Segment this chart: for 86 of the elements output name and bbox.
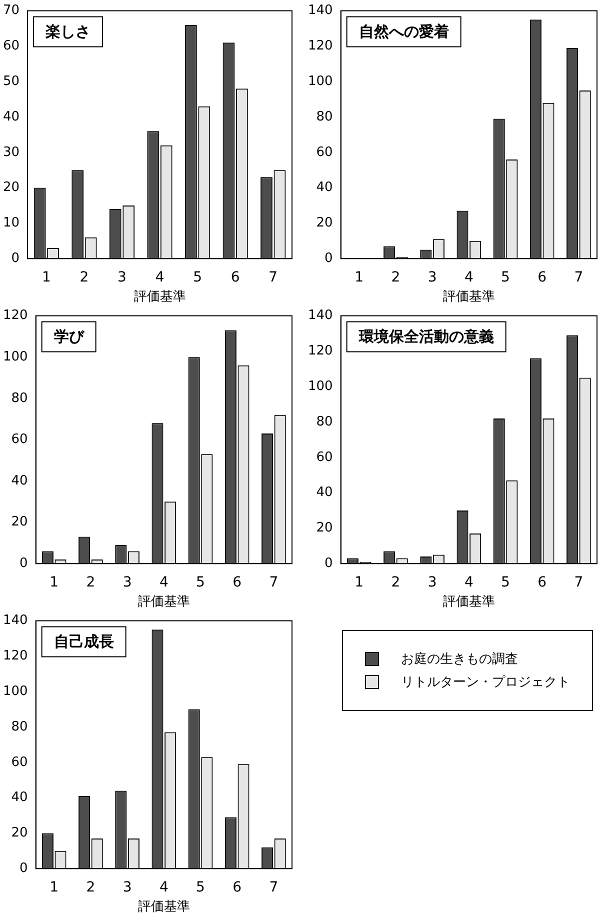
x-tick-label: 6: [538, 270, 547, 286]
x-tick-label: 4: [464, 270, 474, 286]
y-tick-label: 10: [2, 216, 20, 231]
y-tick-label: 60: [11, 432, 28, 448]
y-tick-label: 40: [316, 180, 333, 196]
y-tick-label: 120: [2, 308, 28, 324]
y-tick-label: 40: [11, 790, 28, 806]
x-axis-title: 評価基準: [138, 594, 190, 610]
y-tick-label: 20: [11, 826, 28, 841]
x-tick-label: 3: [118, 270, 126, 286]
x-tick-label: 6: [230, 270, 240, 286]
y-tick-label: 40: [2, 109, 20, 124]
y-tick-label: 100: [308, 378, 333, 394]
x-tick-label: 2: [86, 880, 96, 896]
x-tick-label: 1: [50, 574, 59, 591]
x-tick-label: 2: [391, 574, 400, 591]
x-tick-label: 5: [501, 574, 510, 591]
y-tick-label: 140: [2, 613, 28, 628]
text: 自己成長: [54, 632, 114, 651]
y-tick-label: 140: [308, 308, 333, 324]
y-tick-label: 120: [308, 344, 333, 359]
text: 自然への愛着: [358, 22, 449, 41]
x-tick-label: 5: [193, 270, 202, 286]
x-tick-label: 4: [155, 270, 164, 286]
y-tick-label: 120: [2, 648, 28, 664]
y-tick-label: 0: [20, 556, 28, 571]
text: 環境保全活動の意義: [358, 328, 494, 346]
y-tick-label: 40: [11, 473, 28, 488]
y-tick-label: 0: [324, 556, 333, 571]
x-axis-title: 評価基準: [134, 290, 186, 305]
text: 楽しさ: [44, 22, 91, 41]
y-tick-label: 20: [11, 514, 28, 530]
x-tick-label: 7: [269, 574, 278, 591]
y-tick-label: 60: [11, 754, 28, 770]
y-tick-label: 40: [316, 485, 333, 500]
x-tick-label: 1: [42, 270, 51, 286]
y-tick-label: 0: [324, 250, 333, 266]
y-tick-label: 20: [316, 216, 333, 231]
y-tick-label: 60: [2, 38, 20, 54]
y-tick-label: 100: [2, 349, 28, 364]
x-axis-title: 評価基準: [138, 900, 190, 915]
x-tick-label: 5: [501, 270, 510, 286]
y-tick-label: 140: [308, 3, 333, 18]
y-tick-label: 0: [20, 860, 28, 876]
x-tick-label: 1: [50, 880, 59, 896]
y-tick-label: 120: [308, 38, 333, 54]
x-tick-label: 1: [354, 270, 364, 286]
legend-label: リトルターン・プロジェクト: [401, 674, 570, 691]
x-tick-label: 4: [159, 574, 168, 591]
y-tick-label: 80: [316, 414, 333, 430]
x-tick-label: 5: [196, 880, 205, 896]
x-tick-label: 6: [232, 574, 242, 591]
y-tick-label: 20: [2, 180, 20, 196]
x-tick-label: 6: [232, 880, 242, 896]
x-axis-title: 評価基準: [442, 594, 495, 610]
x-axis-title: 評価基準: [442, 290, 495, 305]
y-tick-label: 100: [308, 74, 333, 89]
x-tick-label: 3: [428, 574, 437, 591]
x-tick-label: 7: [269, 880, 278, 896]
text: 学び: [54, 328, 85, 346]
x-tick-label: 4: [159, 880, 168, 896]
x-tick-label: 1: [354, 574, 364, 591]
y-tick-label: 80: [316, 109, 333, 124]
x-tick-label: 3: [428, 270, 437, 286]
x-tick-label: 7: [268, 270, 278, 286]
y-tick-label: 100: [2, 684, 28, 699]
x-tick-label: 3: [122, 574, 132, 591]
x-tick-label: 4: [464, 574, 474, 591]
y-tick-label: 80: [11, 719, 28, 734]
x-tick-label: 2: [80, 270, 89, 286]
y-tick-label: 20: [316, 520, 333, 536]
y-tick-label: 70: [2, 3, 20, 18]
y-tick-label: 50: [2, 74, 20, 89]
x-tick-label: 5: [196, 574, 205, 591]
legend-label: お庭の生きもの調査: [401, 651, 518, 668]
y-tick-label: 0: [11, 250, 20, 266]
x-tick-label: 7: [574, 574, 584, 591]
y-tick-label: 80: [11, 390, 28, 406]
x-tick-label: 7: [574, 270, 584, 286]
y-tick-label: 30: [2, 144, 20, 160]
y-tick-label: 60: [316, 450, 333, 465]
x-tick-label: 6: [538, 574, 547, 591]
x-tick-label: 2: [391, 270, 400, 286]
y-tick-label: 60: [316, 144, 333, 160]
x-tick-label: 2: [86, 574, 96, 591]
x-tick-label: 3: [122, 880, 132, 896]
